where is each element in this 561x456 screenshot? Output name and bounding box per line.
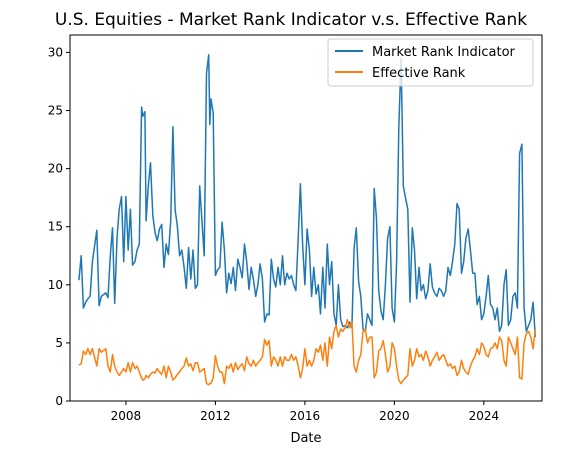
x-tick-label: 2020 xyxy=(379,409,410,423)
x-axis-title: Date xyxy=(290,431,321,446)
legend: Market Rank Indicator Effective Rank xyxy=(327,38,534,87)
y-axis: 0 5 10 15 20 25 30 xyxy=(48,45,70,408)
y-tick-label: 20 xyxy=(48,162,63,176)
series-layer xyxy=(78,54,537,386)
legend-box xyxy=(327,38,534,87)
x-tick-label: 2016 xyxy=(290,409,321,423)
y-tick-label: 0 xyxy=(55,394,63,408)
plot-area-frame xyxy=(69,34,543,402)
y-tick-label: 30 xyxy=(48,45,63,59)
y-tick-label: 10 xyxy=(48,278,63,292)
y-tick-label: 15 xyxy=(48,220,63,234)
legend-label-effective-rank: Effective Rank xyxy=(372,66,466,81)
series-line-market-rank-indicator xyxy=(78,54,537,338)
legend-label-market-rank-indicator: Market Rank Indicator xyxy=(372,45,516,60)
chart-title: U.S. Equities - Market Rank Indicator v.… xyxy=(55,10,527,30)
y-tick-label: 25 xyxy=(48,104,63,118)
series-line-effective-rank xyxy=(78,318,537,386)
x-axis: 2008 2012 2016 2020 2024 xyxy=(111,401,499,423)
x-tick-label: 2024 xyxy=(469,409,500,423)
x-tick-label: 2012 xyxy=(200,409,231,423)
x-tick-label: 2008 xyxy=(111,409,142,423)
y-tick-label: 5 xyxy=(55,336,63,350)
